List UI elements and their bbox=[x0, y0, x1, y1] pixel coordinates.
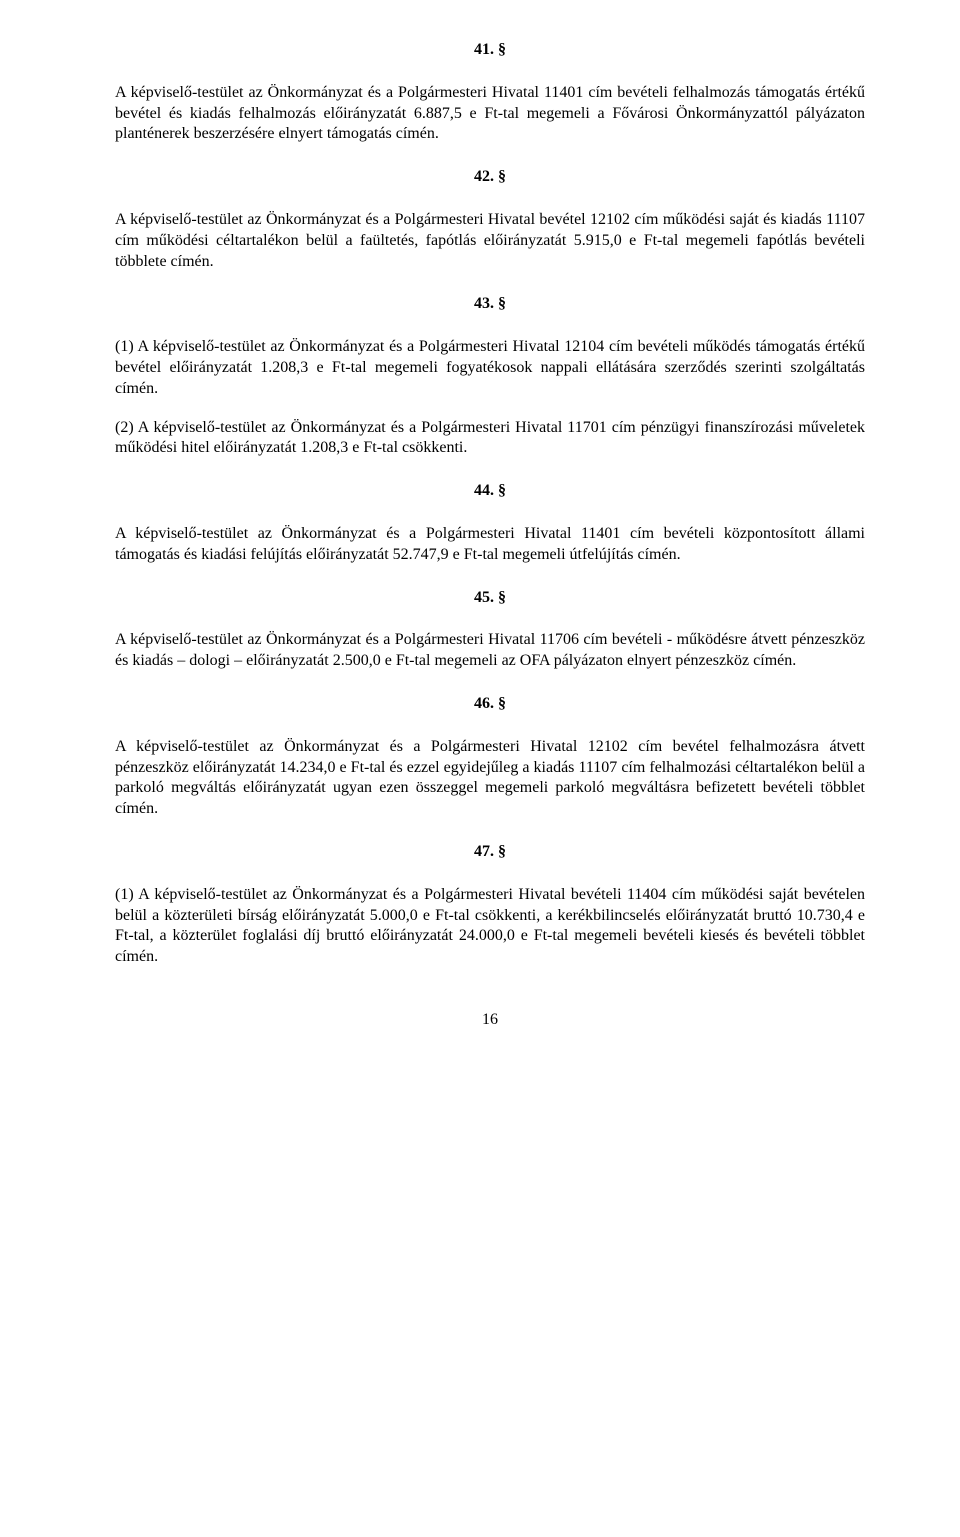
paragraph: (2) A képviselő-testület az Önkormányzat… bbox=[115, 418, 865, 460]
paragraph: (1) A képviselő-testület az Önkormányzat… bbox=[115, 337, 865, 399]
paragraph: A képviselő-testület az Önkormányzat és … bbox=[115, 630, 865, 672]
section-heading-46: 46. § bbox=[115, 694, 865, 715]
section-heading-44: 44. § bbox=[115, 481, 865, 502]
section-heading-45: 45. § bbox=[115, 588, 865, 609]
paragraph: A képviselő-testület az Önkormányzat és … bbox=[115, 210, 865, 272]
paragraph: A képviselő-testület az Önkormányzat és … bbox=[115, 524, 865, 566]
paragraph: A képviselő-testület az Önkormányzat és … bbox=[115, 83, 865, 145]
section-heading-41: 41. § bbox=[115, 40, 865, 61]
section-heading-43: 43. § bbox=[115, 294, 865, 315]
paragraph: (1) A képviselő-testület az Önkormányzat… bbox=[115, 885, 865, 968]
section-heading-42: 42. § bbox=[115, 167, 865, 188]
section-heading-47: 47. § bbox=[115, 842, 865, 863]
paragraph: A képviselő-testület az Önkormányzat és … bbox=[115, 737, 865, 820]
page-number: 16 bbox=[115, 1010, 865, 1031]
